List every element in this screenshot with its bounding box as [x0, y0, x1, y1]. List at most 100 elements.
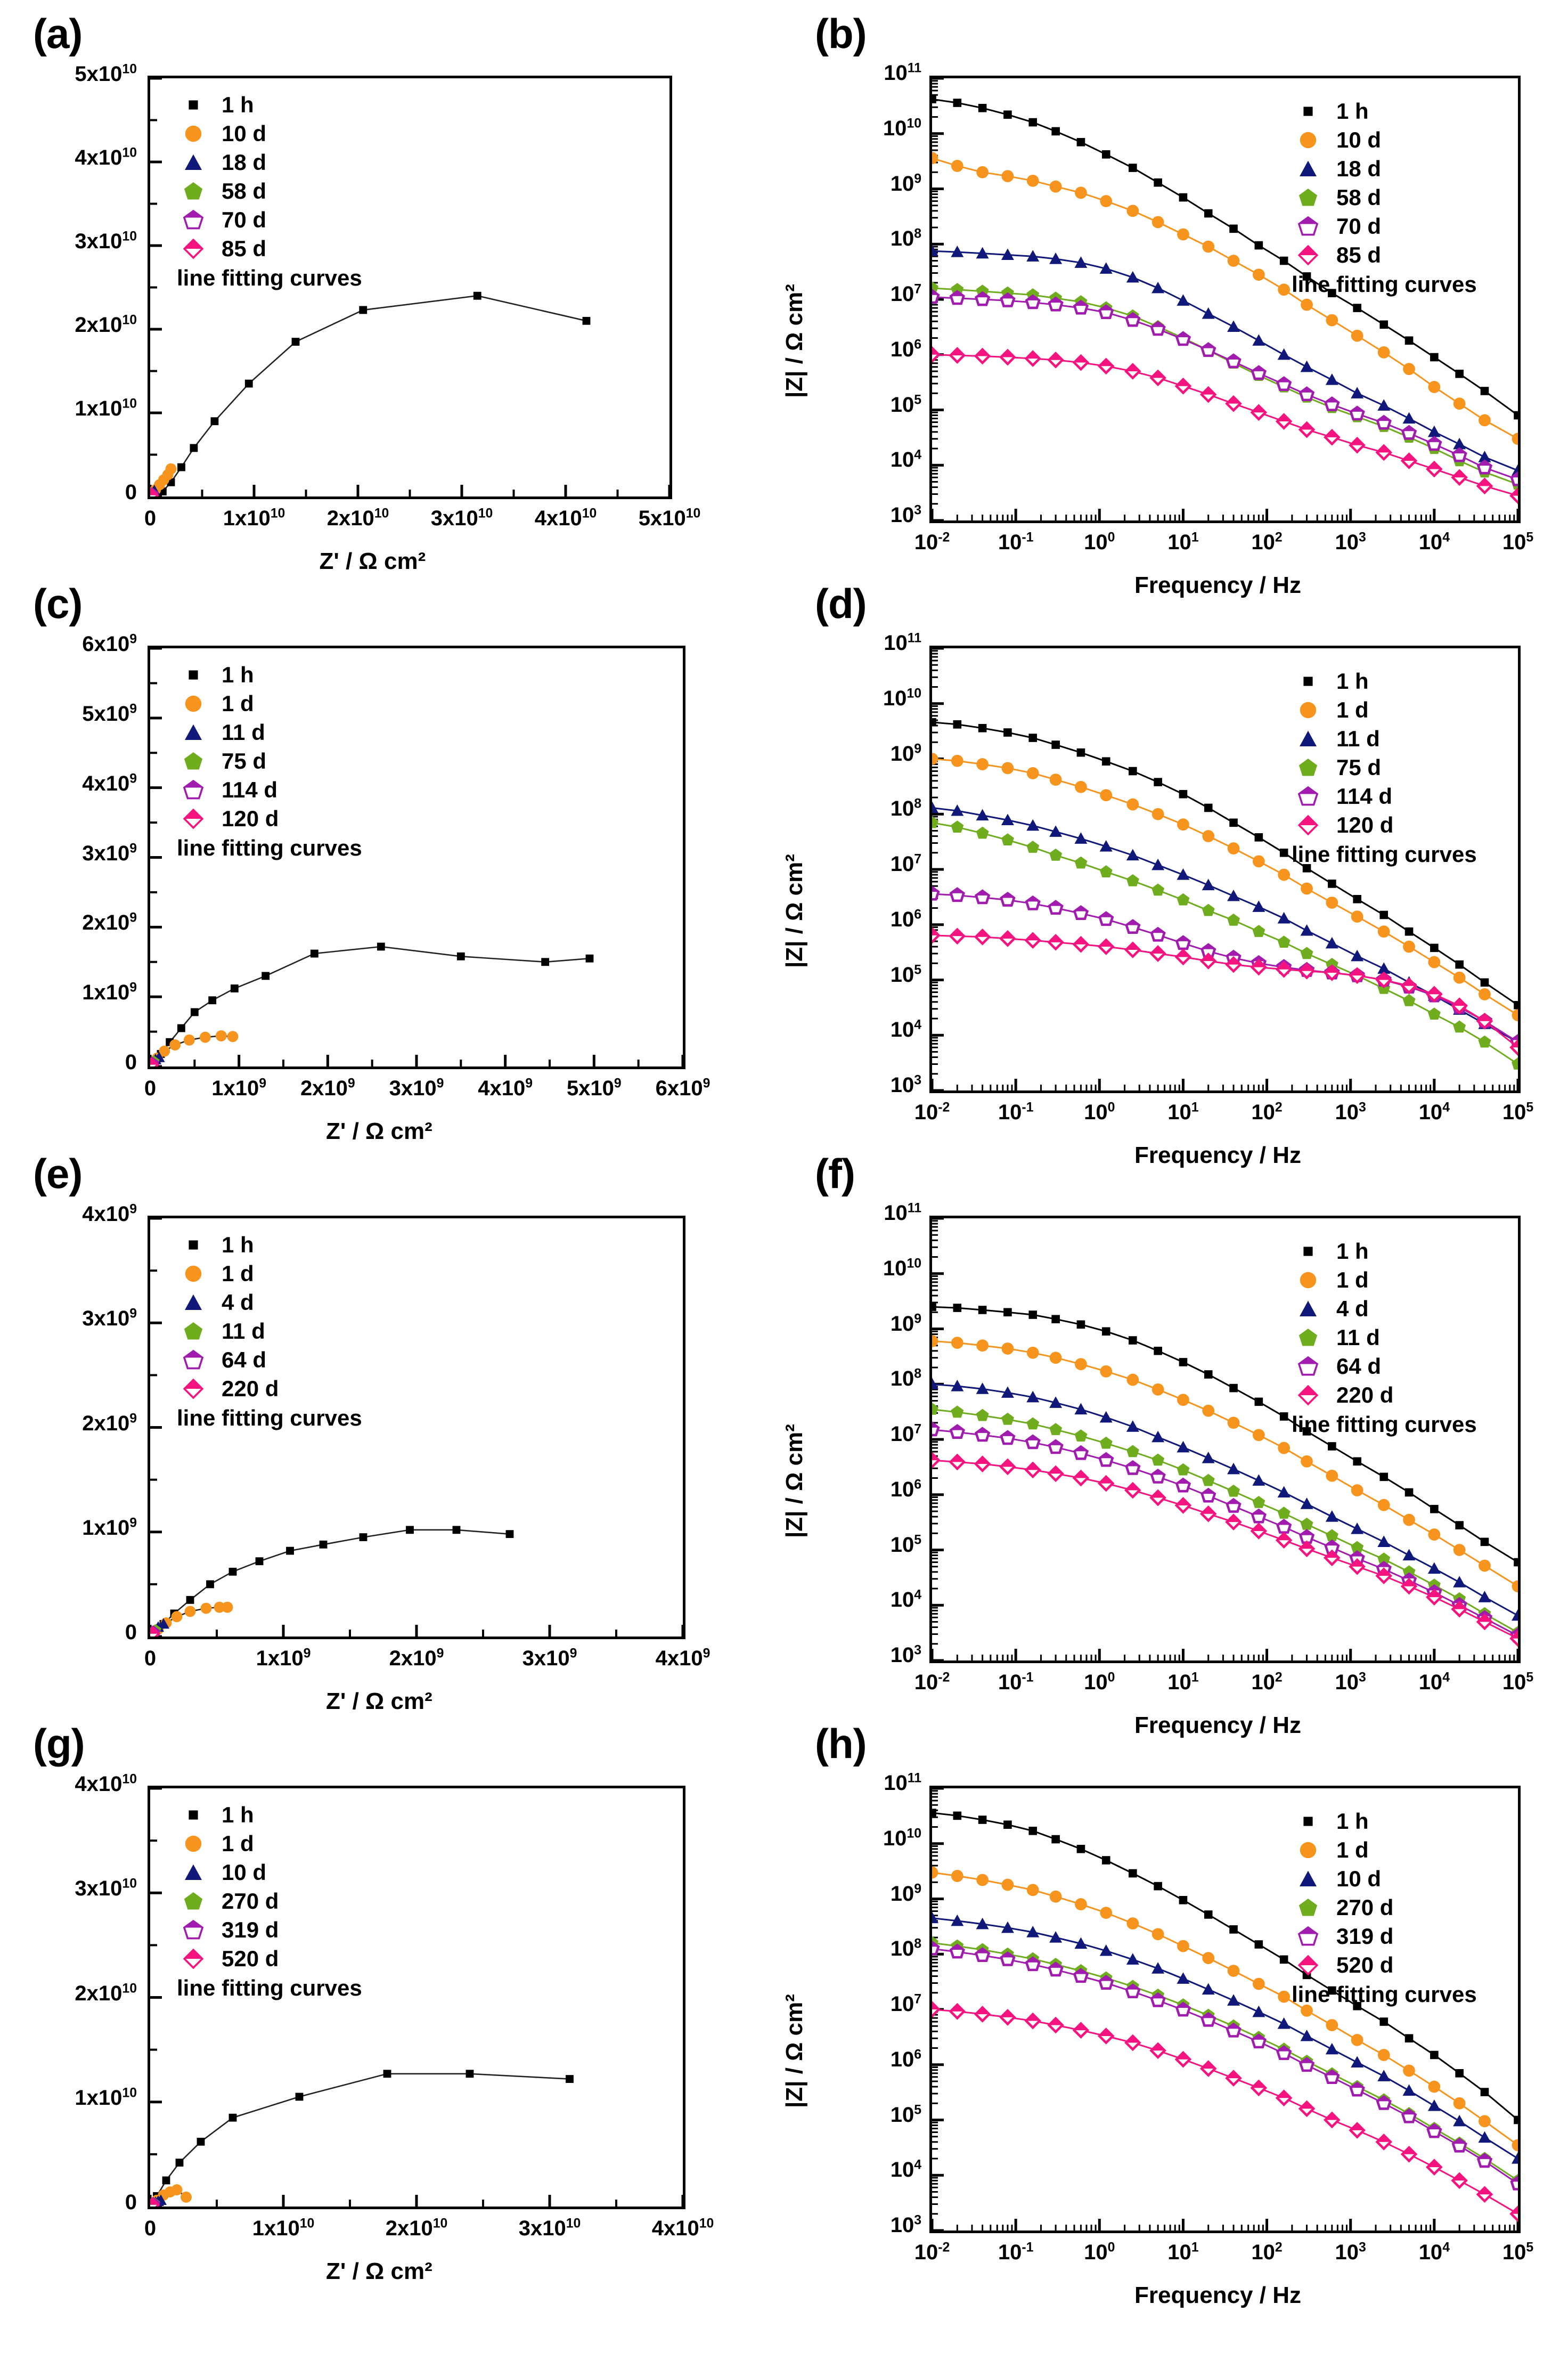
pentagon-half-marker-icon	[177, 1919, 210, 1941]
legend-item[interactable]: 520 d	[1292, 1951, 1477, 1980]
y-tick-label: 106	[890, 337, 921, 361]
legend-item[interactable]: 1 d	[1292, 1266, 1477, 1295]
legend-item-label: 10 d	[1336, 1866, 1382, 1891]
legend-item-label: 11 d	[222, 720, 265, 745]
y-tick-label: 106	[890, 2047, 921, 2071]
y-tick-label: 3x1010	[75, 1876, 137, 1901]
x-tick-label: 10-1	[998, 2240, 1034, 2264]
legend-item[interactable]: 10 d	[1292, 1865, 1477, 1893]
y-tick-label: 109	[890, 172, 921, 196]
legend-item[interactable]: 1 h	[1292, 1237, 1477, 1266]
legend-item[interactable]: 1 h	[177, 91, 362, 119]
legend-fit-note: line fitting curves	[1292, 842, 1477, 867]
legend-item[interactable]: 1 h	[1292, 1807, 1477, 1836]
legend-item[interactable]: 1 d	[177, 1829, 362, 1858]
legend-item[interactable]: 11 d	[1292, 725, 1477, 753]
y-tick-label: 108	[890, 226, 921, 251]
y-tick-label: 1010	[883, 1256, 921, 1280]
legend-item[interactable]: 120 d	[177, 804, 362, 833]
legend-item-label: 10 d	[222, 1860, 267, 1885]
legend-item-label: 11 d	[1336, 726, 1380, 751]
fit-line	[162, 295, 587, 492]
x-tick-label: 102	[1251, 530, 1283, 554]
y-tick-label: 2x1010	[75, 1981, 137, 2005]
legend-item-label: 120 d	[222, 806, 279, 831]
y-tick-label: 108	[890, 796, 921, 821]
legend-item[interactable]: 75 d	[177, 747, 362, 776]
legend-item[interactable]: 64 d	[177, 1346, 362, 1374]
legend-e: 1 h 1 d 4 d 11 d 64 d 220 d line fitting curve…	[177, 1231, 362, 1431]
legend-item[interactable]: 85 d	[1292, 241, 1477, 270]
triangle-marker-icon	[177, 722, 210, 743]
triangle-marker-icon	[1292, 1298, 1325, 1320]
legend-item[interactable]: 1 d	[177, 1259, 362, 1288]
legend-item[interactable]: 520 d	[177, 1944, 362, 1973]
x-tick-label: 10-2	[914, 2240, 950, 2264]
x-tick-label: 3x109	[522, 1646, 577, 1670]
legend-item-label: 1 h	[222, 92, 254, 117]
x-tick-label: 101	[1167, 2240, 1199, 2264]
legend-item[interactable]: 58 d	[177, 177, 362, 206]
y-tick-label: 1x1010	[75, 2086, 137, 2110]
legend-item[interactable]: 11 d	[1292, 1323, 1477, 1352]
legend-item[interactable]: 1 d	[177, 689, 362, 718]
diamond-half-marker-icon	[177, 1378, 210, 1399]
x-tick-label: 102	[1251, 1670, 1283, 1694]
legend-item[interactable]: 85 d	[177, 234, 362, 263]
legend-item[interactable]: 10 d	[1292, 126, 1477, 154]
legend-item[interactable]: 10 d	[177, 1858, 362, 1887]
y-tick-label: 0	[125, 481, 137, 504]
legend-item[interactable]: 120 d	[1292, 811, 1477, 840]
y-tick-label: 109	[890, 1882, 921, 1906]
y-tick-label: 108	[890, 1936, 921, 1961]
legend-item[interactable]: 270 d	[1292, 1893, 1477, 1922]
legend-item[interactable]: 64 d	[1292, 1352, 1477, 1381]
x-tick-label: 103	[1335, 2240, 1366, 2264]
legend-item[interactable]: 114 d	[1292, 782, 1477, 811]
pentagon-marker-icon	[177, 1321, 210, 1342]
legend-item[interactable]: 1 d	[1292, 696, 1477, 725]
legend-item[interactable]: 18 d	[1292, 154, 1477, 183]
legend-item-label: 1 h	[1336, 669, 1369, 694]
y-tick-label: 4x109	[82, 1202, 137, 1226]
legend-item[interactable]: 1 h	[177, 1801, 362, 1829]
legend-item[interactable]: 1 h	[1292, 97, 1477, 126]
legend-item[interactable]: 11 d	[177, 1317, 362, 1346]
y-tick-label: 3x109	[82, 841, 137, 865]
legend-item[interactable]: 319 d	[1292, 1922, 1477, 1951]
x-tick-label: 0	[144, 1647, 157, 1670]
y-tick-label: 1x109	[82, 980, 137, 1005]
legend-item[interactable]: 1 h	[177, 1231, 362, 1259]
pentagon-marker-icon	[177, 181, 210, 202]
legend-item[interactable]: 11 d	[177, 718, 362, 747]
legend-item[interactable]: 75 d	[1292, 753, 1477, 782]
legend-item[interactable]: 70 d	[177, 206, 362, 234]
legend-item[interactable]: 18 d	[177, 148, 362, 177]
legend-item[interactable]: 1 h	[1292, 667, 1477, 696]
legend-item[interactable]: 114 d	[177, 776, 362, 804]
x-tick-label: 102	[1251, 1100, 1283, 1124]
legend-item[interactable]: 270 d	[177, 1887, 362, 1916]
legend-item-label: 75 d	[1336, 755, 1382, 780]
legend-item[interactable]: 1 h	[177, 661, 362, 689]
square-marker-icon	[1292, 674, 1325, 688]
x-tick-label: 5x1010	[638, 506, 701, 530]
pentagon-marker-icon	[177, 751, 210, 772]
x-tick-label: 100	[1084, 530, 1115, 554]
x-tick-label: 10-2	[914, 530, 950, 554]
legend-item-label: 1 h	[1336, 99, 1369, 124]
legend-item-label: 220 d	[1336, 1382, 1394, 1407]
legend-item[interactable]: 58 d	[1292, 183, 1477, 212]
legend-item[interactable]: 4 d	[1292, 1295, 1477, 1323]
legend-item[interactable]: 220 d	[177, 1374, 362, 1403]
legend-item[interactable]: 220 d	[1292, 1381, 1477, 1410]
y-tick-label: 103	[890, 2213, 921, 2237]
y-tick-label: 108	[890, 1366, 921, 1391]
x-tick-label: 2x1010	[385, 2216, 448, 2240]
panel-label-a: (a)	[33, 10, 83, 57]
legend-item[interactable]: 1 d	[1292, 1836, 1477, 1865]
legend-item[interactable]: 70 d	[1292, 212, 1477, 241]
legend-item[interactable]: 319 d	[177, 1916, 362, 1944]
legend-item[interactable]: 10 d	[177, 119, 362, 148]
legend-item[interactable]: 4 d	[177, 1288, 362, 1317]
